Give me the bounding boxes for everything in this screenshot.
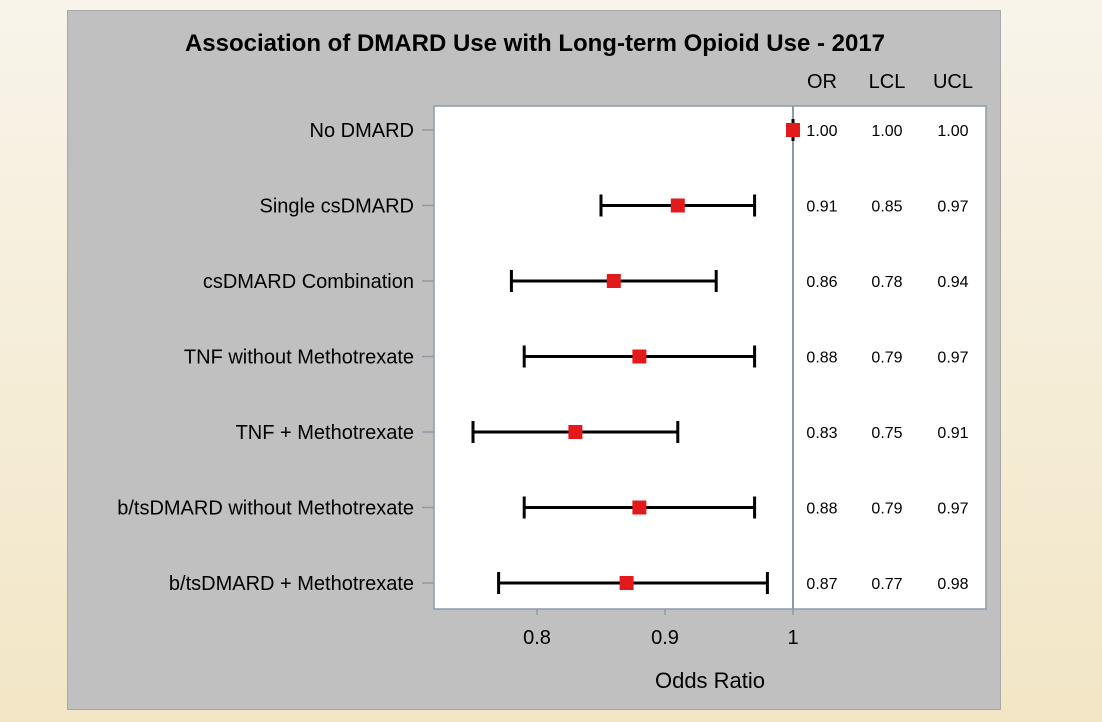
or-marker <box>632 349 647 364</box>
row-label: Single csDMARD <box>260 196 414 218</box>
or-marker <box>786 123 800 137</box>
lcl-value: 0.85 <box>871 199 902 216</box>
ucl-value: 1.00 <box>937 123 968 140</box>
row-label: TNF + Methotrexate <box>236 422 414 444</box>
chart-frame: Association of DMARD Use with Long-term … <box>67 10 1001 710</box>
row-label: b/tsDMARD + Methotrexate <box>169 573 414 595</box>
or-marker <box>568 425 583 439</box>
x-axis-label: Odds Ratio <box>655 668 765 693</box>
lcl-value: 0.77 <box>871 576 902 593</box>
chart-title: Association of DMARD Use with Long-term … <box>185 30 885 57</box>
x-tick-label: 0.8 <box>523 627 551 649</box>
or-value: 1.00 <box>806 123 837 140</box>
forest-plot: Association of DMARD Use with Long-term … <box>117 30 987 693</box>
x-tick-label: 0.9 <box>651 627 679 649</box>
lcl-column-header: LCL <box>869 71 906 93</box>
ucl-value: 0.97 <box>937 350 968 367</box>
ucl-value: 0.97 <box>937 501 968 518</box>
or-value: 0.91 <box>806 199 837 216</box>
x-tick-label: 1 <box>787 627 798 649</box>
ucl-value: 0.97 <box>937 199 968 216</box>
or-column-header: OR <box>807 71 837 93</box>
ucl-value: 0.91 <box>937 425 968 442</box>
lcl-value: 0.79 <box>871 501 902 518</box>
lcl-value: 0.79 <box>871 350 902 367</box>
lcl-value: 0.78 <box>871 274 902 291</box>
or-marker <box>670 198 685 213</box>
or-marker <box>606 274 621 288</box>
or-value: 0.87 <box>806 576 837 593</box>
or-value: 0.83 <box>806 425 837 442</box>
or-marker <box>632 500 647 515</box>
row-label: csDMARD Combination <box>203 271 414 293</box>
lcl-value: 0.75 <box>871 425 902 442</box>
lcl-value: 1.00 <box>871 123 902 140</box>
ucl-value: 0.94 <box>937 274 968 291</box>
row-label: No DMARD <box>310 120 414 142</box>
or-marker <box>619 576 634 590</box>
row-label: TNF without Methotrexate <box>184 347 414 369</box>
or-value: 0.88 <box>806 350 837 367</box>
ucl-column-header: UCL <box>933 71 973 93</box>
or-value: 0.88 <box>806 501 837 518</box>
or-value: 0.86 <box>806 274 837 291</box>
ucl-value: 0.98 <box>937 576 968 593</box>
row-label: b/tsDMARD without Methotrexate <box>117 498 414 520</box>
